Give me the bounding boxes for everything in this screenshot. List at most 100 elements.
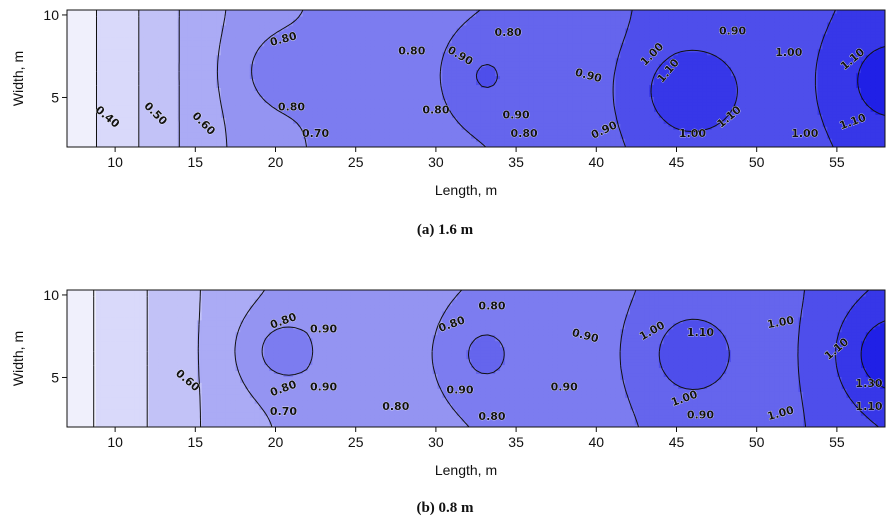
contour-cell <box>220 27 227 32</box>
contour-cell <box>466 99 472 103</box>
contour-cell <box>119 18 126 23</box>
contour-cell <box>153 36 160 41</box>
contour-cell <box>91 33 97 38</box>
contour-cell <box>461 117 467 121</box>
contour-cell <box>557 42 564 47</box>
contour-cell <box>442 96 448 100</box>
contour-cell <box>379 90 386 94</box>
contour-cell <box>509 12 516 17</box>
contour-cell <box>297 21 304 26</box>
contour-cell <box>471 63 477 68</box>
contour-cell <box>105 108 111 112</box>
contour-cell <box>427 114 434 118</box>
contour-cell <box>519 126 525 130</box>
contour-cell <box>341 24 347 29</box>
contour-cell <box>76 24 83 29</box>
contour-cell <box>259 105 265 109</box>
contour-cell <box>519 111 525 115</box>
contour-cell <box>148 39 155 44</box>
contour-cell <box>341 63 347 68</box>
contour-cell <box>201 144 208 147</box>
contour-cell <box>95 54 102 59</box>
contour-cell <box>235 33 241 38</box>
contour-cell <box>485 48 492 53</box>
contour-cell <box>201 111 208 115</box>
contour-cell <box>264 129 270 133</box>
contour-cell <box>504 12 511 17</box>
contour-cell <box>500 60 506 65</box>
contour-cell <box>288 114 294 118</box>
contour-cell <box>548 81 554 86</box>
contour-cell <box>394 36 400 41</box>
contour-cell <box>538 12 544 17</box>
contour-cell <box>360 21 366 26</box>
contour-cell <box>567 63 573 68</box>
contour-cell <box>293 108 299 112</box>
contour-cell <box>456 93 463 97</box>
contour-cell <box>100 123 107 127</box>
contour-cell <box>509 75 516 80</box>
contour-cell <box>485 75 492 80</box>
contour-cell <box>461 120 467 124</box>
contour-cell <box>139 39 145 44</box>
contour-cell <box>423 15 429 20</box>
contour-cell <box>100 114 107 118</box>
contour-cell <box>519 30 525 35</box>
contour-cell <box>307 123 313 127</box>
contour-cell <box>423 120 429 124</box>
contour-cell <box>374 48 381 53</box>
contour-cell <box>297 72 304 77</box>
contour-cell <box>273 105 280 109</box>
contour-cell <box>370 66 376 71</box>
contour-cell <box>365 117 371 121</box>
contour-cell <box>567 54 573 59</box>
contour-cell <box>196 75 203 80</box>
contour-cell <box>528 135 535 139</box>
contour-cell <box>331 36 338 41</box>
contour-cell <box>192 108 198 112</box>
contour-cell <box>509 138 516 142</box>
contour-cell <box>283 120 289 124</box>
contour-cell <box>196 48 203 53</box>
contour-cell <box>249 84 256 89</box>
contour-cell <box>134 114 140 118</box>
contour-cell <box>365 123 371 127</box>
contour-cell <box>254 117 261 121</box>
contour-cell <box>182 48 188 53</box>
contour-cell <box>528 15 535 20</box>
contour-cell <box>500 141 506 145</box>
contour-cell <box>394 33 400 38</box>
contour-cell <box>442 114 448 118</box>
contour-cell <box>177 57 184 62</box>
contour-cell <box>370 30 376 35</box>
contour-cell <box>567 123 573 127</box>
contour-cell <box>297 108 304 112</box>
contour-cell <box>322 60 328 65</box>
contour-cell <box>95 117 102 121</box>
contour-cell <box>235 24 241 29</box>
contour-cell <box>143 36 150 41</box>
contour-cell <box>245 135 251 139</box>
contour-cell <box>466 54 472 59</box>
contour-cell <box>384 144 390 147</box>
contour-cell <box>370 111 376 115</box>
contour-cell <box>177 30 184 35</box>
contour-cell <box>230 27 237 32</box>
contour-cell <box>95 57 102 62</box>
contour-cell <box>81 72 87 77</box>
contour-cell <box>557 24 564 29</box>
contour-cell <box>192 102 198 106</box>
contour-cell <box>240 132 246 136</box>
contour-cell <box>500 108 506 112</box>
contour-cell <box>572 123 578 127</box>
contour-cell <box>230 117 237 121</box>
contour-cell <box>346 60 352 65</box>
contour-cell <box>143 90 150 94</box>
contour-cell <box>394 114 400 118</box>
contour-cell <box>91 78 97 83</box>
contour-cell <box>163 33 169 38</box>
contour-cell <box>192 111 198 115</box>
contour-cell <box>288 84 294 89</box>
contour-cell <box>355 18 362 23</box>
contour-cell <box>418 129 424 133</box>
